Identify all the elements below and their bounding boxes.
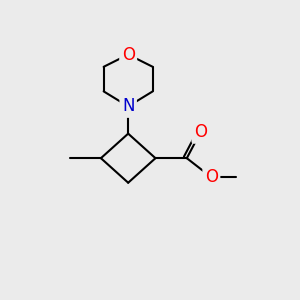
Text: N: N bbox=[122, 98, 134, 116]
Text: O: O bbox=[194, 123, 207, 141]
Text: O: O bbox=[205, 168, 218, 186]
Text: O: O bbox=[122, 46, 135, 64]
